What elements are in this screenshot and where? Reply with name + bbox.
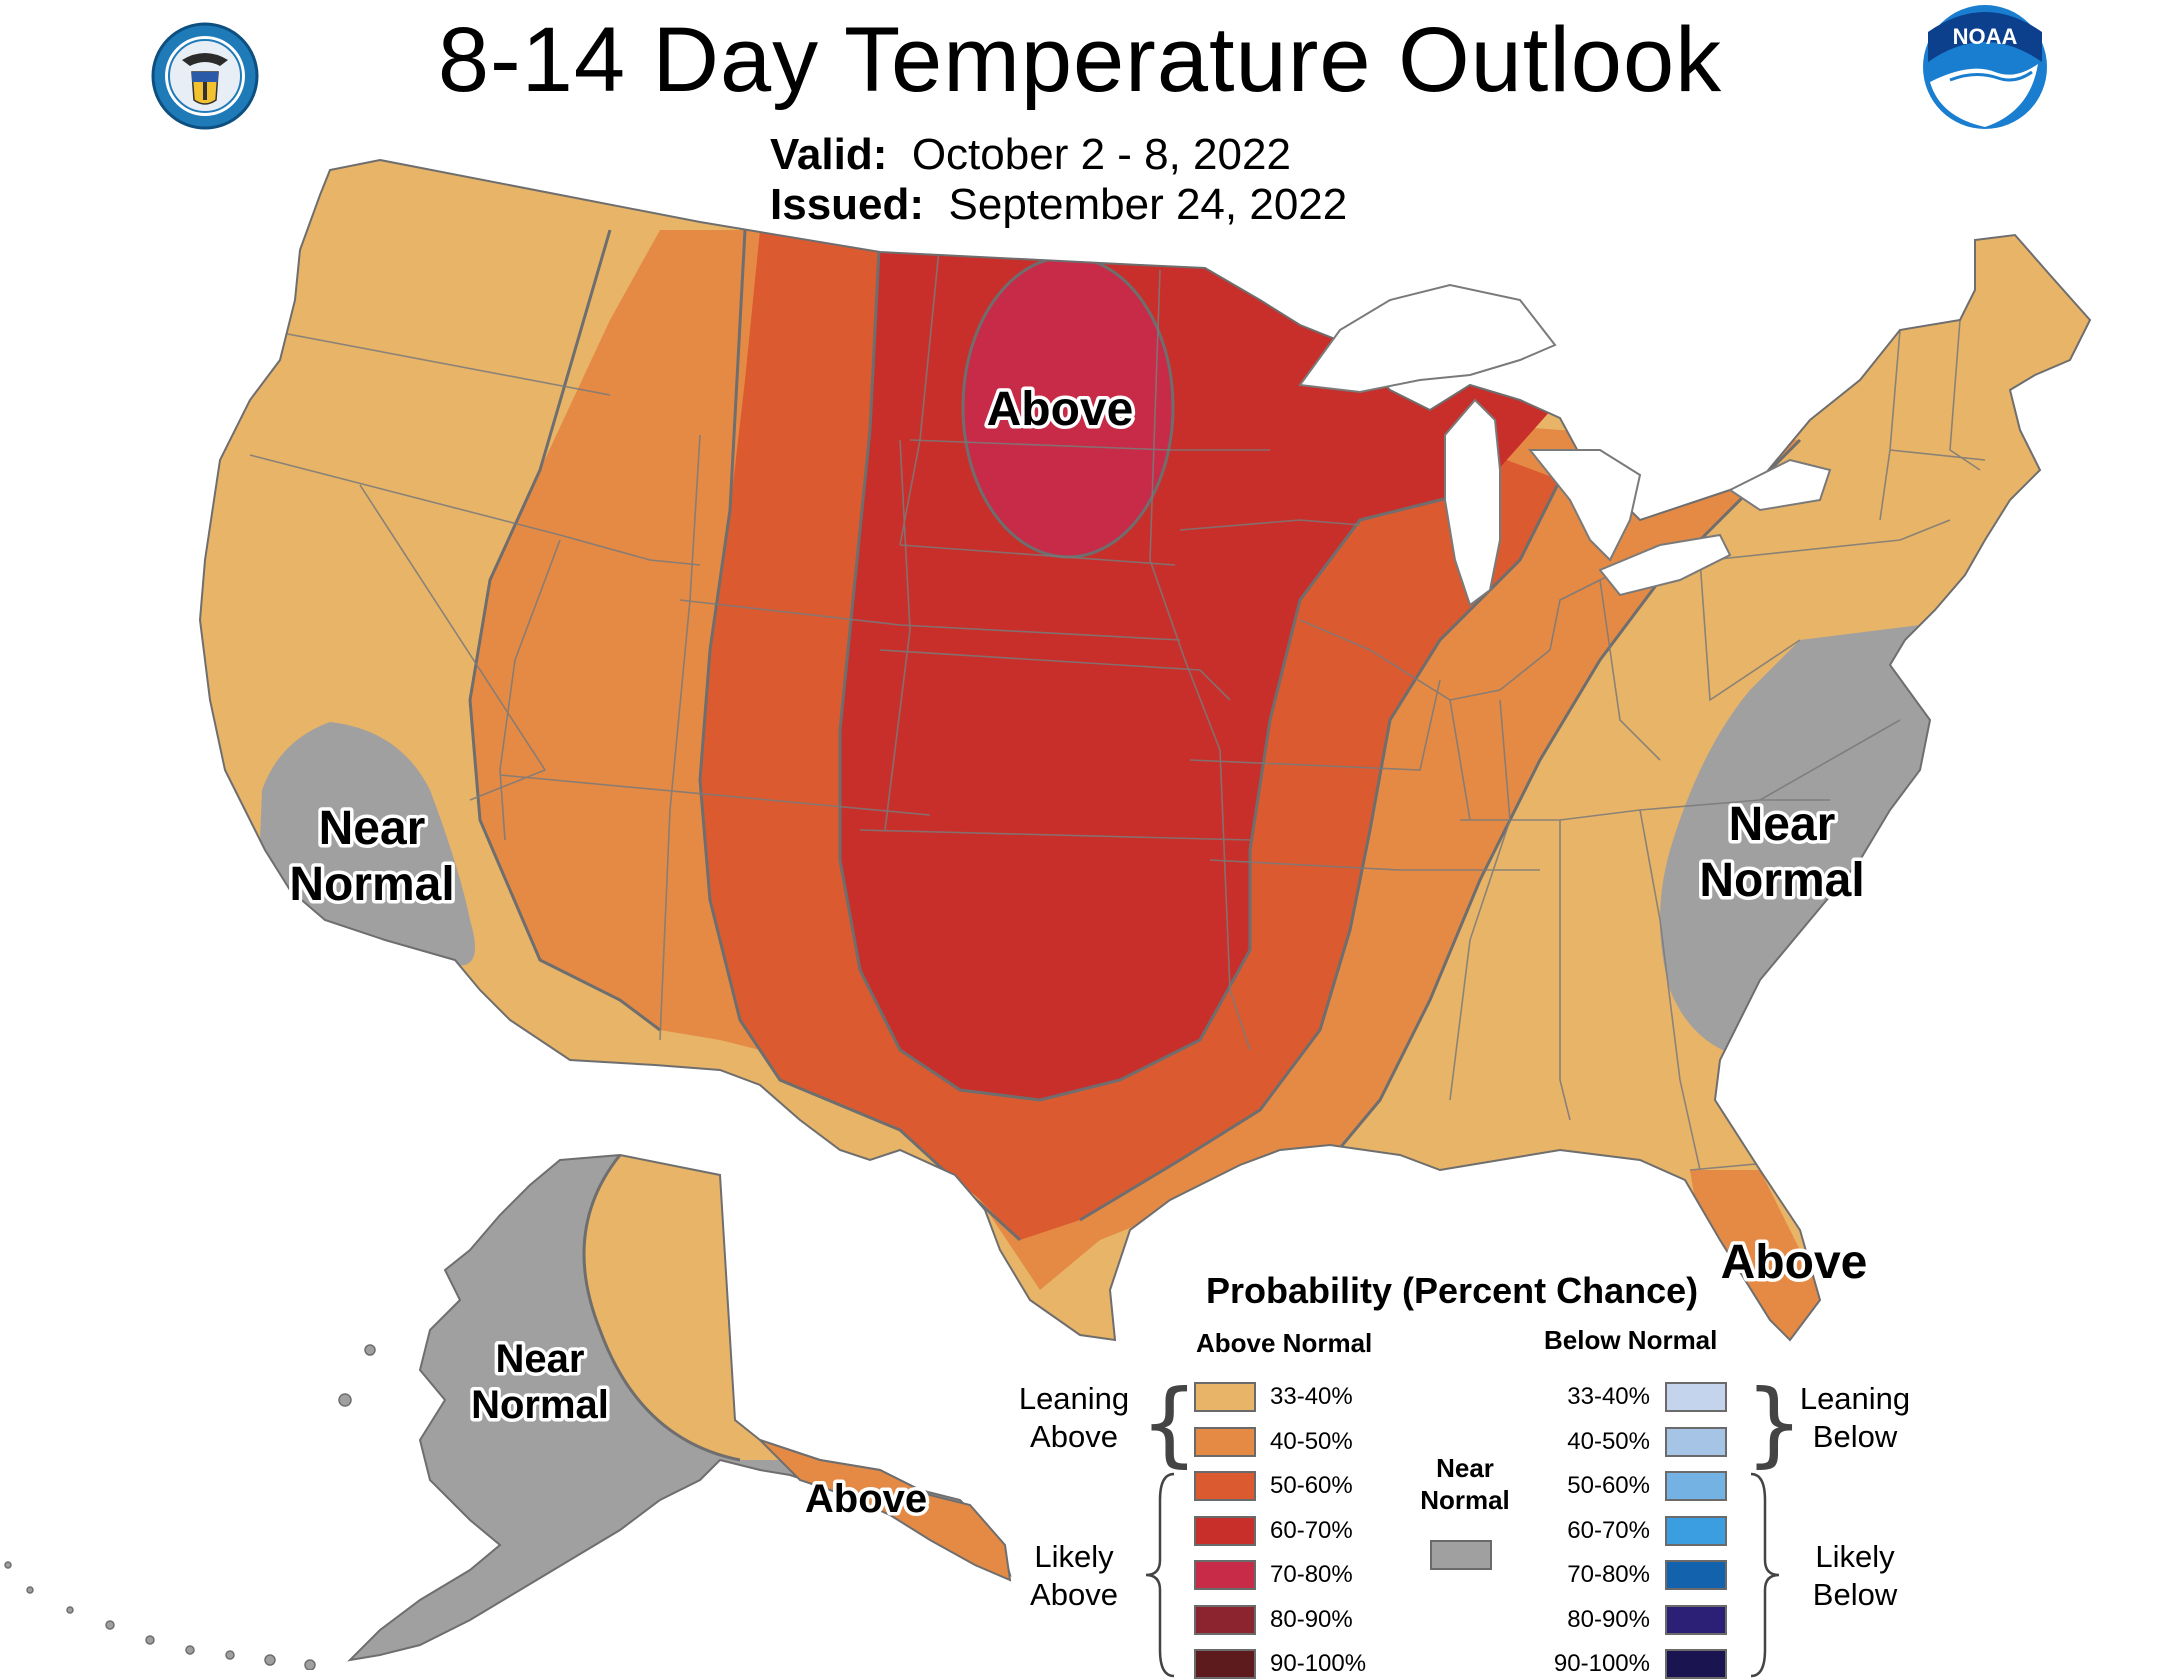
valid-value: October 2 - 8, 2022	[911, 130, 1291, 179]
issued-value: September 24, 2022	[948, 180, 1348, 229]
label-above-fl: Above	[1721, 1236, 1868, 1289]
valid-row: Valid: October 2 - 8, 2022	[770, 130, 1291, 180]
great-lakes	[1298, 283, 1832, 607]
label-near-se-1: Near	[1729, 798, 1836, 851]
noaa-logo-text: NOAA	[1953, 24, 2018, 49]
label-near-ca-2: Normal	[289, 858, 454, 911]
label-above-ak: Above	[805, 1477, 927, 1521]
issued-label: Issued:	[770, 180, 925, 229]
noaa-logo: NOAA	[1923, 5, 2047, 129]
label-near-ak-1: Near	[496, 1337, 585, 1381]
page-title: 8-14 Day Temperature Outlook	[437, 9, 1723, 111]
issued-row: Issued: September 24, 2022	[770, 180, 1347, 230]
label-near-ak-2: Normal	[471, 1383, 609, 1427]
valid-label: Valid:	[770, 130, 888, 179]
label-near-se-2: Normal	[1699, 854, 1864, 907]
label-above-north: Above	[987, 383, 1134, 436]
label-near-ca-1: Near	[319, 802, 426, 855]
commerce-seal-logo	[151, 22, 259, 130]
